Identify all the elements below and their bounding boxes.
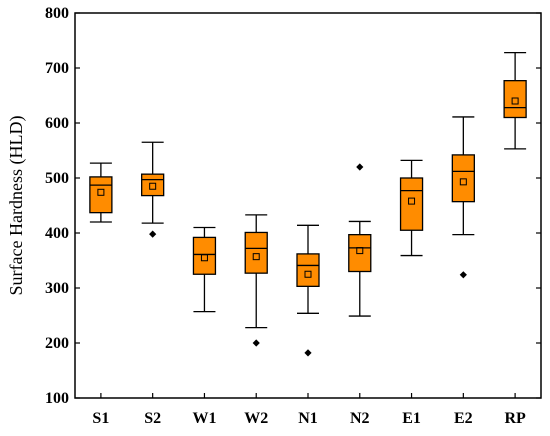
box-n1 [296,224,320,357]
iqr-box [503,80,527,119]
y-tick-label: 700 [45,60,69,77]
box-e2 [451,116,475,279]
y-tick-label: 300 [45,280,69,297]
mean-marker [304,270,312,278]
box-series [89,51,527,357]
mean-marker [97,188,105,196]
x-tick-label: RP [504,410,526,427]
iqr-box [348,233,372,273]
iqr-box [141,173,165,197]
x-tick-label: W2 [244,410,268,427]
box-s2 [141,141,165,238]
mean-marker [252,253,260,261]
x-tick-label: W1 [192,410,216,427]
mean-marker [511,97,519,105]
y-axis-ticks: 100 200 300 400 500 600 700 800 [45,5,541,407]
x-tick-label: N2 [350,410,370,427]
outlier-point [149,230,157,238]
x-tick-label: E1 [402,410,421,427]
iqr-box [451,154,475,203]
plot-frame [74,12,542,399]
y-tick-label: 800 [45,5,69,22]
y-tick-label: 100 [45,390,69,407]
box-rp [503,51,527,150]
x-tick-label: S2 [144,410,161,427]
y-tick-label: 400 [45,225,69,242]
iqr-box [89,176,113,214]
x-tick-label: N1 [298,410,318,427]
x-axis-ticks: S1 S2 W1 W2 N1 N2 E1 E2 RP [92,393,526,427]
outlier-point [304,349,312,357]
box-w1 [192,226,217,313]
mean-marker [459,178,467,186]
mean-marker [200,254,208,262]
y-tick-label: 500 [45,170,69,187]
outlier-point [356,163,364,171]
x-tick-label: E2 [454,410,473,427]
box-s1 [89,162,113,223]
iqr-box [244,231,268,274]
y-axis-title: Surface Hardness (HLD) [6,116,27,296]
mean-marker [149,182,157,190]
y-tick-label: 200 [45,335,69,352]
iqr-box [296,253,320,287]
x-tick-label: S1 [92,410,109,427]
box-e1 [399,159,424,257]
mean-marker [408,197,416,205]
iqr-box [192,236,217,275]
outlier-point [459,271,467,279]
box-w2 [244,214,268,347]
y-tick-label: 600 [45,115,69,132]
box-n2 [348,163,372,317]
outlier-point [252,339,260,347]
mean-marker [356,247,364,255]
